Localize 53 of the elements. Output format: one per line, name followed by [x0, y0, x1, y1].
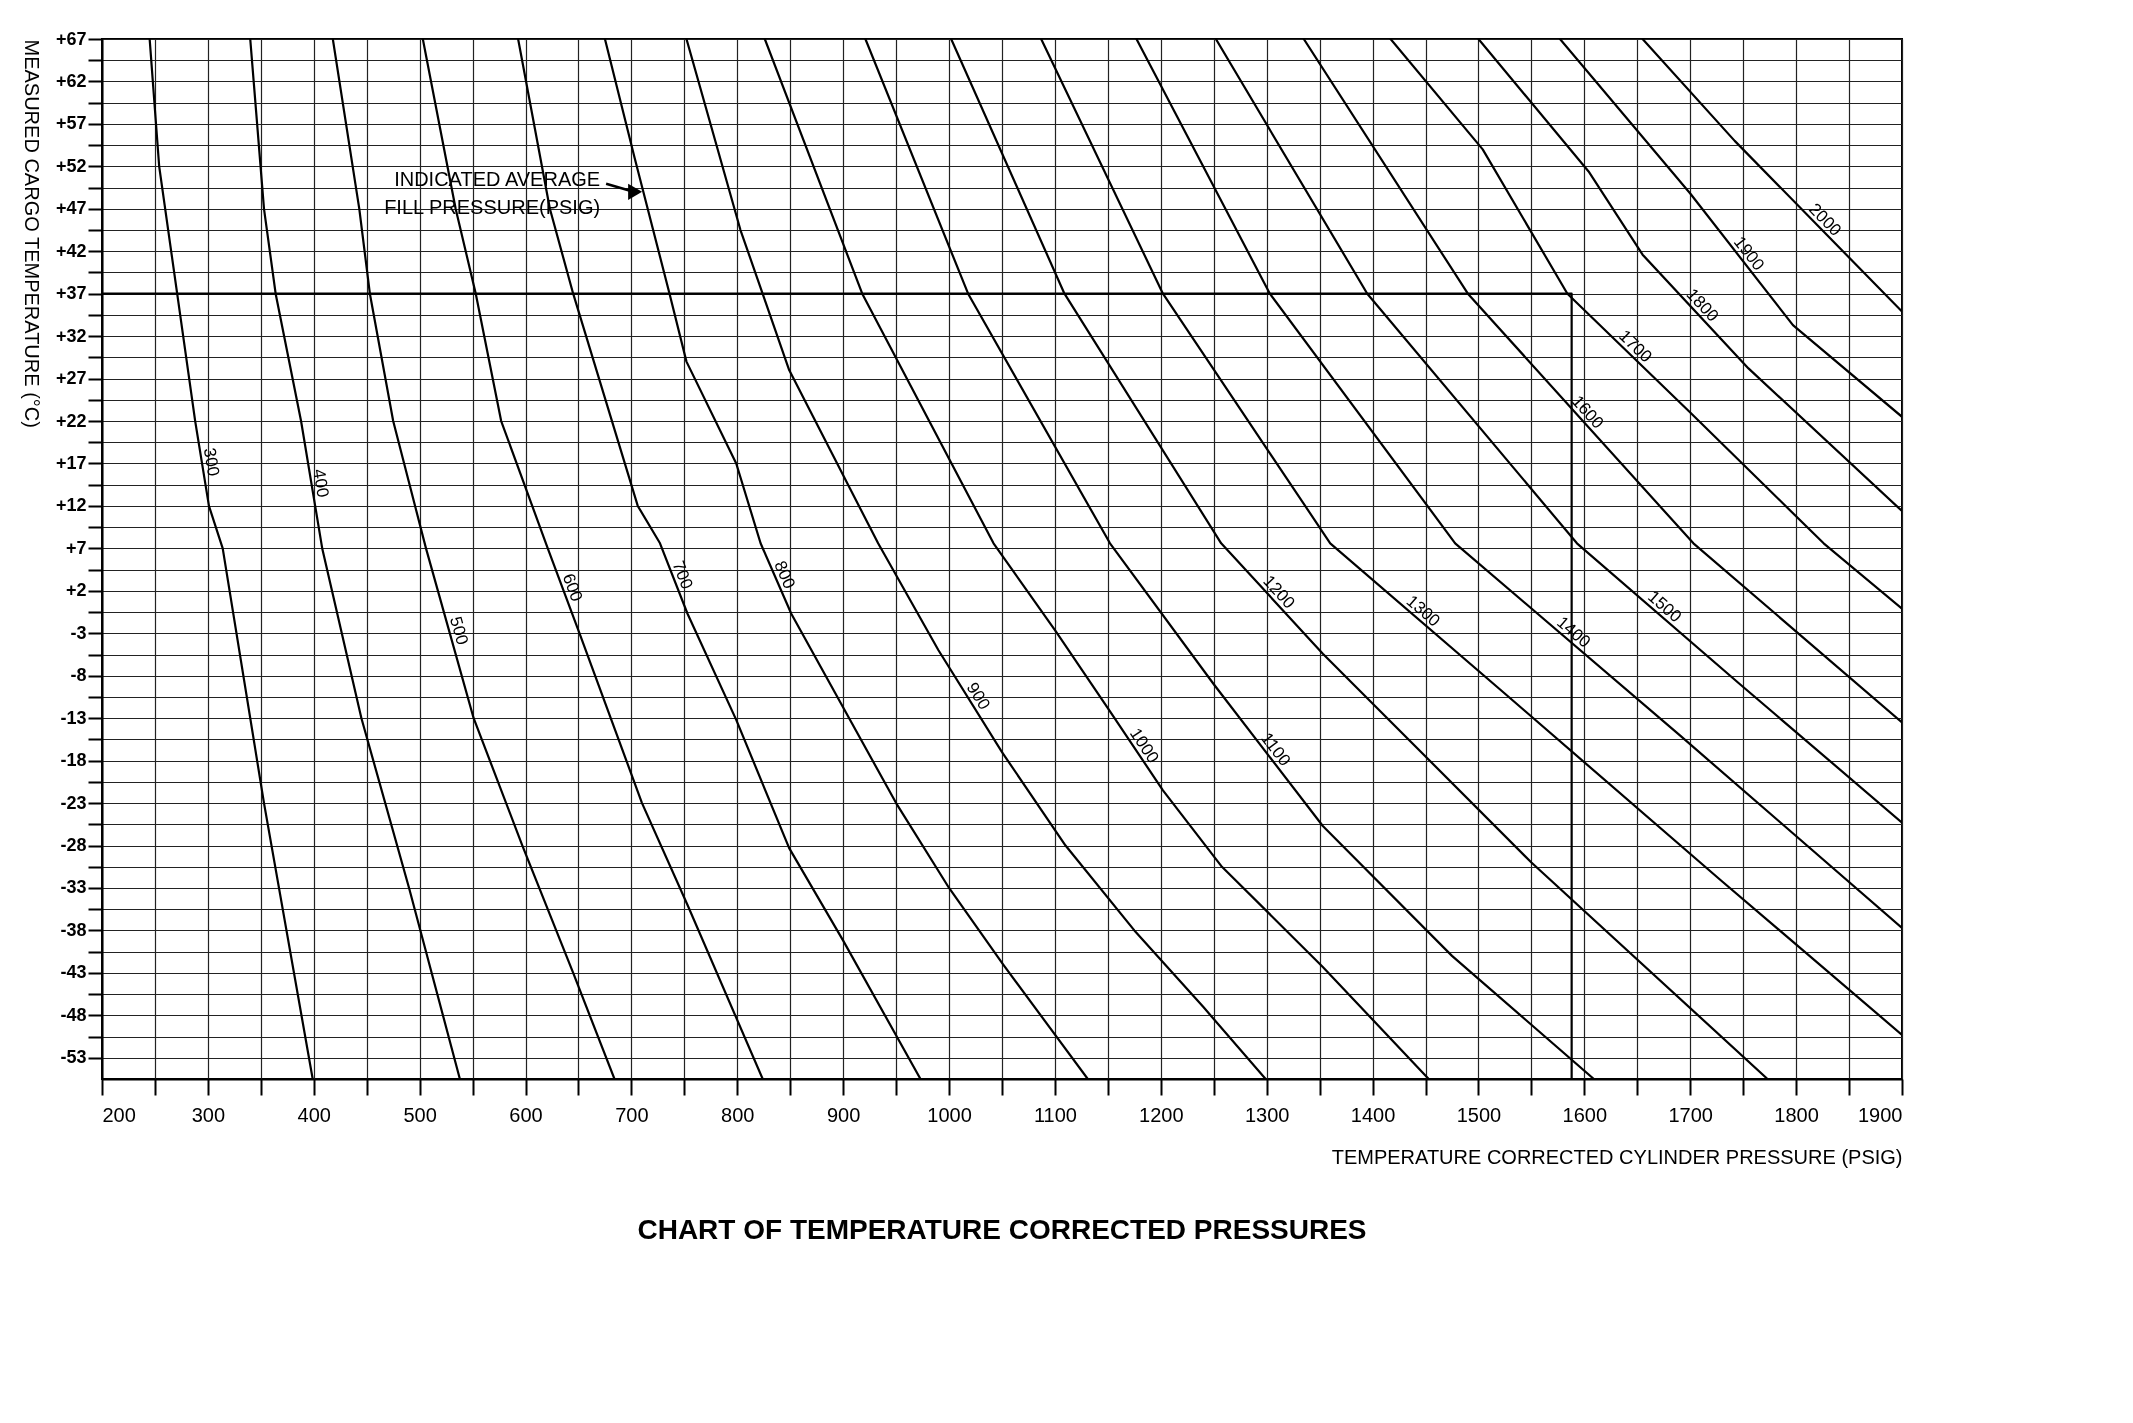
x-tick-label: 400 [297, 1103, 331, 1126]
text: 600 [558, 570, 587, 605]
x-tick-label: 1900 [1858, 1103, 1903, 1126]
y-tick-label: -38 [60, 919, 87, 940]
text: CHART OF TEMPERATURE CORRECTED PRESSURES [637, 1214, 1367, 1245]
y-tick-label: +2 [65, 580, 87, 601]
text: 700 [668, 558, 697, 592]
y-tick-label: +37 [55, 283, 87, 304]
x-tick-label: 1100 [1033, 1103, 1077, 1126]
y-tick-label: -43 [60, 962, 87, 983]
y-tick-label: +32 [55, 325, 87, 346]
x-tick-label: 800 [721, 1103, 755, 1126]
y-axis-title: MEASURED CARGO TEMPERATURE (°C) [20, 39, 43, 428]
y-tick-label: +17 [55, 452, 87, 473]
y-tick-label: -8 [70, 665, 87, 686]
x-tick-label: 900 [826, 1103, 861, 1126]
y-tick-label: -18 [60, 750, 87, 771]
x-tick-label: 700 [615, 1103, 649, 1126]
x-tick-label: 1400 [1350, 1103, 1396, 1126]
y-tick-label: -3 [70, 622, 87, 643]
x-tick-label: 1800 [1774, 1103, 1819, 1126]
x-tick-label: 1200 [1139, 1103, 1184, 1126]
y-tick-label: -23 [60, 792, 87, 813]
x-tick-label: 1000 [927, 1103, 972, 1126]
y-tick-label: -53 [60, 1047, 87, 1068]
text: 800 [770, 557, 800, 592]
y-tick-label: +47 [55, 198, 87, 219]
x-tick-label: 1600 [1562, 1103, 1608, 1126]
x-tick-label: 500 [403, 1103, 437, 1126]
text: 300 [199, 446, 224, 478]
y-tick-label: +52 [55, 155, 87, 176]
x-tick-label: 600 [509, 1103, 543, 1126]
x-tick-label: 1700 [1668, 1103, 1713, 1126]
x-tick-label: 200 [102, 1103, 136, 1126]
text: 400 [309, 467, 333, 499]
x-axis-title: TEMPERATURE CORRECTED CYLINDER PRESSURE (PSIG) [1331, 1145, 1903, 1168]
y-tick-label: +7 [65, 537, 87, 558]
y-tick-label: +12 [55, 495, 87, 516]
y-tick-label: -48 [60, 1004, 87, 1025]
x-tick-label: 300 [191, 1103, 226, 1126]
y-tick-label: -13 [60, 707, 87, 728]
y-tick-label: +27 [55, 368, 87, 389]
y-tick-label: +42 [55, 240, 87, 261]
y-tick-label: +62 [55, 70, 87, 91]
text: 500 [445, 614, 472, 647]
y-tick-label: -28 [60, 835, 87, 856]
y-tick-label: +67 [55, 28, 87, 49]
y-tick-label: -33 [60, 877, 87, 898]
y-tick-label: +57 [55, 113, 87, 134]
x-tick-label: 1300 [1244, 1103, 1290, 1126]
y-tick-label: +22 [55, 410, 87, 431]
x-tick-label: 1500 [1456, 1103, 1502, 1126]
text: 900 [962, 679, 994, 714]
